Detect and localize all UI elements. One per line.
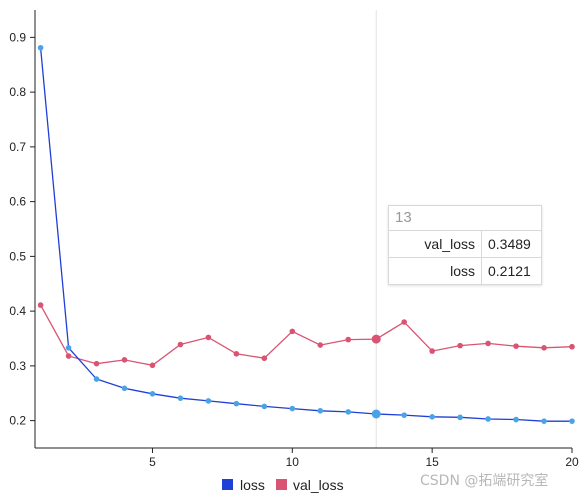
data-point-val-loss[interactable] bbox=[371, 334, 381, 344]
legend-swatch-val-loss[interactable] bbox=[276, 479, 287, 490]
y-tick-label: 0.7 bbox=[9, 140, 26, 154]
hover-tooltip: 13 val_loss 0.3489 loss 0.2121 bbox=[388, 205, 542, 285]
data-point-loss[interactable] bbox=[345, 409, 352, 415]
data-point-loss[interactable] bbox=[457, 414, 463, 421]
data-point-loss[interactable] bbox=[233, 400, 240, 407]
data-point-val-loss[interactable] bbox=[37, 302, 44, 308]
tooltip-series-value: 0.3489 bbox=[481, 230, 541, 258]
data-point-val-loss[interactable] bbox=[121, 357, 128, 363]
x-axis-ticks: 5 10 15 20 bbox=[149, 448, 579, 469]
data-point-loss[interactable] bbox=[65, 345, 72, 351]
data-point-loss[interactable] bbox=[513, 416, 519, 423]
legend-swatch-loss[interactable] bbox=[222, 479, 233, 490]
x-tick-label: 20 bbox=[565, 455, 579, 469]
series-line-loss bbox=[39, 47, 572, 422]
data-point-val-loss[interactable] bbox=[289, 328, 296, 335]
data-point-val-loss[interactable] bbox=[457, 342, 463, 349]
data-point-val-loss[interactable] bbox=[541, 345, 547, 351]
watermark: CSDN @拓端研究室 bbox=[420, 473, 549, 489]
data-point-val-loss[interactable] bbox=[485, 340, 491, 347]
x-tick-label: 5 bbox=[149, 455, 156, 469]
data-point-val-loss[interactable] bbox=[149, 362, 156, 369]
data-point-loss[interactable] bbox=[261, 403, 268, 410]
data-point-val-loss[interactable] bbox=[205, 334, 212, 341]
y-tick-label: 0.9 bbox=[9, 30, 26, 44]
tooltip-series-name: val_loss bbox=[389, 230, 482, 258]
x-tick-label: 10 bbox=[286, 455, 300, 469]
data-point-loss[interactable] bbox=[37, 44, 44, 51]
data-point-loss[interactable] bbox=[541, 418, 547, 424]
data-point-val-loss[interactable] bbox=[569, 343, 575, 350]
tooltip-row: loss 0.2121 bbox=[389, 257, 541, 284]
y-tick-label: 0.4 bbox=[9, 304, 26, 318]
data-point-val-loss[interactable] bbox=[401, 319, 407, 325]
data-point-loss[interactable] bbox=[569, 418, 575, 424]
tooltip-series-name: loss bbox=[389, 257, 482, 284]
data-point-loss[interactable] bbox=[205, 398, 212, 404]
data-point-loss[interactable] bbox=[121, 385, 128, 392]
y-tick-label: 0.5 bbox=[9, 249, 26, 263]
legend: loss val_loss bbox=[222, 477, 344, 493]
data-point-val-loss[interactable] bbox=[261, 355, 268, 362]
data-point-val-loss[interactable] bbox=[93, 360, 100, 367]
data-point-val-loss[interactable] bbox=[65, 353, 72, 359]
x-tick-label: 15 bbox=[425, 455, 439, 469]
y-tick-label: 0.2 bbox=[9, 414, 26, 428]
data-point-loss[interactable] bbox=[371, 409, 381, 419]
data-point-loss[interactable] bbox=[93, 376, 100, 382]
data-point-loss[interactable] bbox=[177, 395, 184, 401]
tooltip-table: val_loss 0.3489 loss 0.2121 bbox=[389, 230, 541, 284]
data-point-val-loss[interactable] bbox=[429, 348, 435, 354]
tooltip-title: 13 bbox=[395, 209, 412, 226]
y-axis-ticks: 0.2 0.3 0.4 0.5 0.6 0.7 0.8 0.9 bbox=[9, 30, 35, 428]
data-point-loss[interactable] bbox=[149, 390, 156, 397]
legend-label-val-loss[interactable]: val_loss bbox=[293, 477, 344, 493]
data-point-val-loss[interactable] bbox=[317, 342, 324, 348]
data-point-loss[interactable] bbox=[401, 412, 407, 418]
y-tick-label: 0.3 bbox=[9, 359, 26, 373]
y-tick-label: 0.8 bbox=[9, 85, 26, 99]
data-point-val-loss[interactable] bbox=[345, 336, 352, 343]
data-point-val-loss[interactable] bbox=[177, 341, 184, 348]
series-layer bbox=[37, 44, 575, 424]
legend-label-loss[interactable]: loss bbox=[240, 477, 265, 493]
data-point-loss[interactable] bbox=[485, 416, 491, 422]
tooltip-series-value: 0.2121 bbox=[481, 257, 541, 284]
data-point-loss[interactable] bbox=[317, 407, 324, 414]
data-point-loss[interactable] bbox=[289, 405, 296, 412]
tooltip-row: val_loss 0.3489 bbox=[389, 230, 541, 258]
y-tick-label: 0.6 bbox=[9, 195, 26, 209]
series-line-val-loss bbox=[40, 304, 573, 366]
data-point-loss[interactable] bbox=[429, 413, 435, 420]
data-point-val-loss[interactable] bbox=[513, 343, 519, 349]
data-point-val-loss[interactable] bbox=[233, 351, 240, 357]
